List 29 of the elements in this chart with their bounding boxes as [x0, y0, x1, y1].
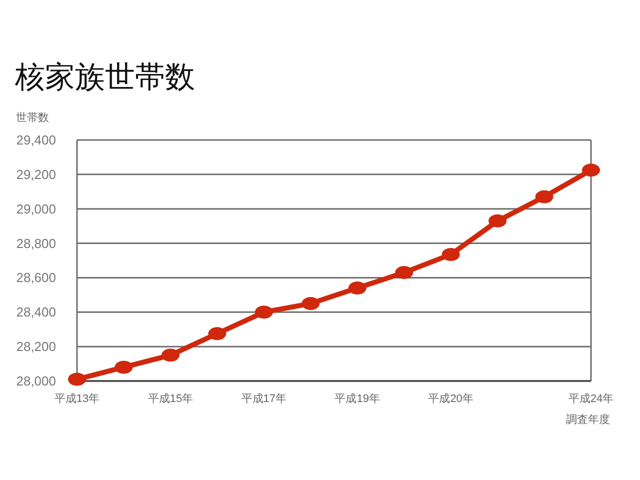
y-tick-label: 28,400 — [16, 304, 56, 320]
x-tick-label: 平成20年 — [428, 392, 474, 405]
x-tick-label: 平成15年 — [148, 392, 194, 405]
point — [488, 214, 507, 228]
y-tick-label: 29,400 — [16, 132, 56, 148]
point — [208, 327, 226, 340]
x-axis-title: 調査年度 — [566, 413, 610, 426]
point — [582, 164, 600, 177]
chart-title: 核家族世帯数 — [14, 61, 195, 94]
x-tick-label: 平成24年 — [568, 392, 614, 405]
y-tick-label: 29,000 — [16, 201, 56, 216]
y-tick-label: 29,200 — [16, 166, 56, 182]
point — [254, 306, 273, 319]
y-tick-label: 28,800 — [16, 236, 56, 251]
point — [68, 372, 86, 386]
x-tick-label: 平成17年 — [241, 392, 287, 405]
point — [302, 297, 320, 310]
x-tick-label: 平成19年 — [334, 392, 380, 405]
y-tick-label: 28,000 — [16, 374, 56, 388]
point — [114, 360, 133, 374]
y-tick-label: 28,600 — [16, 270, 56, 286]
point — [348, 282, 366, 295]
point — [442, 248, 460, 261]
point — [535, 190, 554, 204]
y-axis-title: 世帯数 — [16, 111, 49, 124]
point — [161, 348, 180, 362]
point — [395, 266, 414, 280]
x-tick-label: 平成13年 — [54, 392, 100, 405]
y-tick-label: 28,200 — [16, 339, 56, 354]
